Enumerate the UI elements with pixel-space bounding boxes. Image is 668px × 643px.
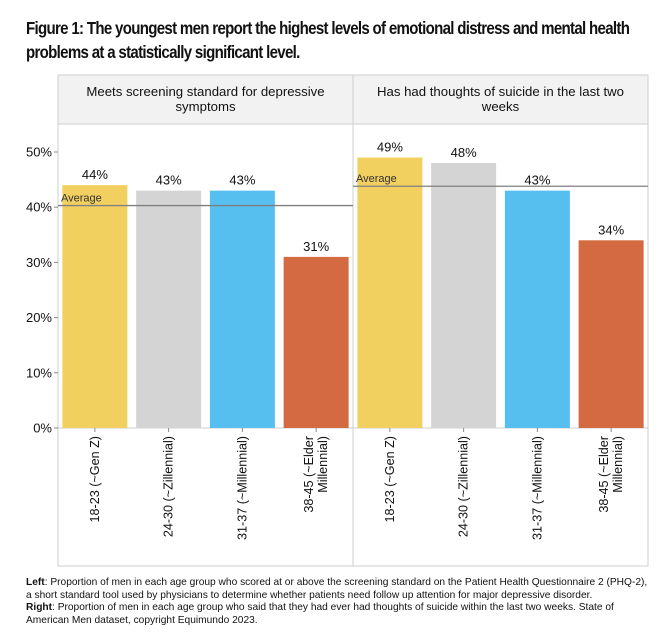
x-category-label-line: Millennial) (316, 436, 330, 493)
x-category-label: 24-30 (~Zillennial) (457, 436, 471, 537)
panel-title: weeks (481, 99, 520, 114)
x-category-label: 38-45 (~ElderMillennial) (302, 436, 330, 513)
figure-title: Figure 1: The youngest men report the hi… (26, 18, 630, 62)
bar-value-label: 43% (156, 173, 182, 188)
panel-title: Meets screening standard for depressive (86, 84, 324, 99)
x-category-label: 31-37 (~Millennial) (235, 436, 249, 540)
bar-value-label: 49% (377, 140, 403, 155)
bar (578, 240, 644, 428)
caption-right-label: Right (26, 602, 53, 614)
bar (209, 190, 275, 428)
bar-value-label: 34% (598, 222, 624, 237)
caption-left-label: Left (26, 577, 45, 588)
x-category-label-line: 24-30 (~Zillennial) (162, 436, 176, 537)
y-tick-label: 20% (26, 310, 52, 325)
x-category-label: 24-30 (~Zillennial) (162, 436, 176, 537)
x-category-label-line: 18-23 (~Gen Z) (383, 436, 397, 522)
bar-value-label: 43% (524, 173, 550, 188)
bar (504, 190, 570, 428)
x-category-label: 18-23 (~Gen Z) (88, 436, 102, 522)
x-category-label: 31-37 (~Millennial) (530, 436, 544, 540)
caption-left-text: : Proportion of men in each age group wh… (26, 577, 648, 601)
x-category-label: 38-45 (~ElderMillennial) (597, 436, 625, 513)
y-tick-label: 30% (26, 255, 52, 270)
bar-value-label: 31% (303, 239, 329, 254)
x-category-label-line: 31-37 (~Millennial) (530, 436, 544, 540)
y-tick-label: 10% (26, 365, 52, 380)
bar-value-label: 48% (451, 145, 477, 160)
x-category-label-line: 38-45 (~Elder (597, 436, 611, 513)
x-category-label-line: Millennial) (611, 436, 625, 493)
bar-value-label: 44% (82, 167, 108, 182)
y-tick-label: 40% (26, 200, 52, 215)
x-category-label-line: 31-37 (~Millennial) (235, 436, 249, 540)
average-label: Average (356, 173, 397, 185)
y-tick-label: 0% (33, 421, 52, 436)
panel-title: Has had thoughts of suicide in the last … (377, 84, 624, 99)
bar (431, 163, 497, 429)
caption-right-text: : Proportion of men in each age group wh… (26, 602, 614, 626)
bar (357, 157, 423, 428)
average-label: Average (61, 193, 102, 205)
y-tick-label: 50% (26, 145, 52, 160)
panel-title: symptoms (175, 99, 235, 114)
bar (136, 190, 202, 428)
bar (62, 185, 128, 428)
bar (283, 256, 349, 428)
x-category-label-line: 18-23 (~Gen Z) (88, 436, 102, 522)
figure-caption: Left: Proportion of men in each age grou… (26, 577, 651, 627)
x-category-label-line: 38-45 (~Elder (302, 436, 316, 513)
x-category-label: 18-23 (~Gen Z) (383, 436, 397, 522)
x-category-label-line: 24-30 (~Zillennial) (457, 436, 471, 537)
bar-value-label: 43% (229, 173, 255, 188)
